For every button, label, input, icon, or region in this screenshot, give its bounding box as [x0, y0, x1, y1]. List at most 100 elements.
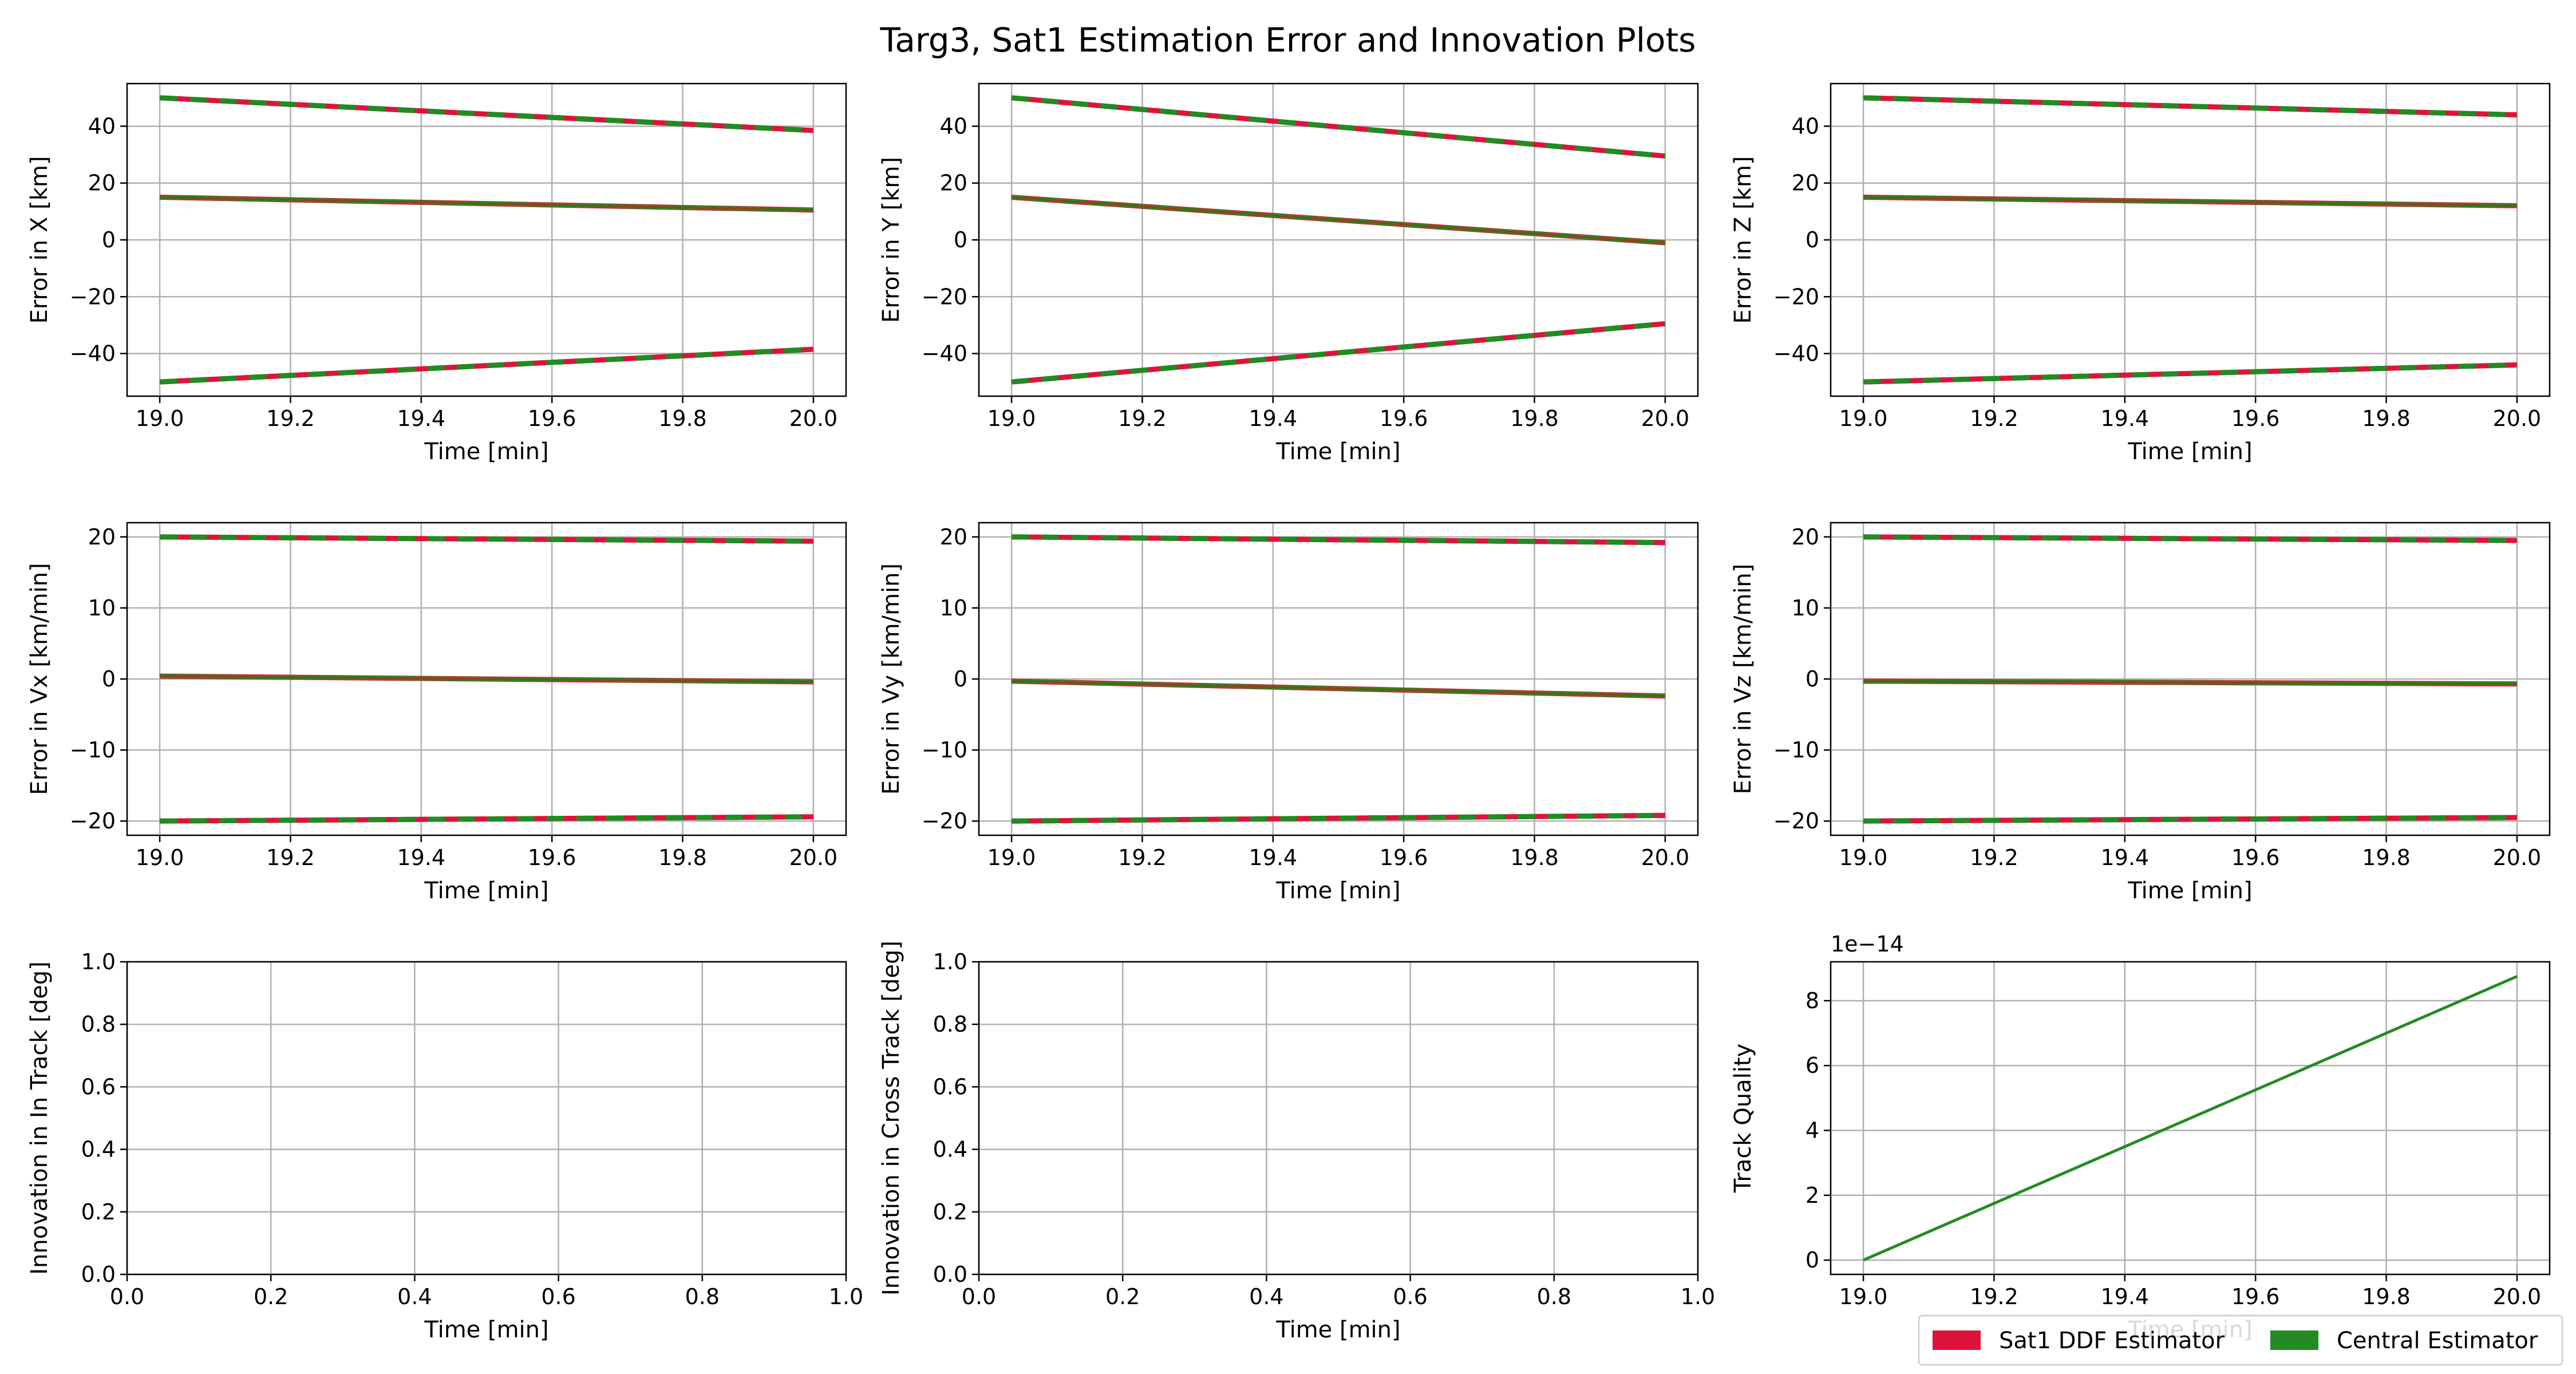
x-tick-label: 20.0 — [1641, 845, 1690, 870]
central-bound-upper — [1012, 534, 1665, 546]
axes-frame — [1830, 522, 2551, 836]
axes-frame — [978, 82, 1699, 397]
y-offset-label: 1e−14 — [1831, 931, 1904, 957]
y-axis-label: Error in X [km] — [26, 156, 53, 324]
central-bound-lower — [1863, 815, 2517, 824]
x-tick-label: 19.8 — [2362, 406, 2411, 431]
y-tick-label: 0.8 — [933, 1012, 967, 1037]
x-tick-label: 1.0 — [829, 1284, 863, 1309]
y-axis-label: Error in Y [km] — [878, 157, 904, 323]
plot-area — [160, 534, 813, 824]
x-tick-label: 19.0 — [987, 406, 1036, 431]
x-tick-label: 20.0 — [789, 406, 838, 431]
x-tick-label: 19.4 — [2101, 845, 2150, 870]
y-tick-label: 10 — [1792, 595, 1819, 621]
x-tick-label: 19.4 — [397, 845, 446, 870]
y-tick-label: 0 — [1805, 227, 1819, 252]
x-tick-label: 19.8 — [1510, 406, 1559, 431]
y-tick-label: 0 — [102, 666, 116, 692]
central-bound-lower — [1863, 362, 2518, 385]
y-tick-label: −10 — [1773, 737, 1819, 763]
y-tick-label: 4 — [1805, 1118, 1819, 1143]
central-bound-upper — [159, 95, 814, 133]
y-tick-label: 0 — [1805, 666, 1819, 692]
x-tick-label: 19.2 — [1970, 845, 2018, 870]
x-tick-label: 19.2 — [1118, 406, 1167, 431]
x-tick-label: 19.8 — [2362, 1284, 2411, 1309]
plot-area — [1011, 95, 1666, 385]
y-tick-label: 0.0 — [81, 1262, 116, 1287]
y-tick-label: −10 — [922, 737, 967, 763]
subplot-6: 19.0 19.2 19.4 19.6 19.8 20.0 −20 −10 0 10 20 Time … — [1730, 522, 2551, 904]
central-bound-lower — [160, 814, 813, 824]
y-tick-label: 0.8 — [81, 1012, 116, 1037]
legend-label: Sat1 DDF Estimator — [1999, 1328, 2225, 1354]
y-axis-label: Error in Vx [km/min] — [26, 563, 53, 795]
track-quality-line — [1863, 975, 2518, 1262]
legend: Sat1 DDF Estimator Central Estimator — [1918, 1314, 2563, 1366]
central-bound-upper — [1863, 95, 2518, 118]
central-bound-lower — [1012, 812, 1665, 824]
central-bound-lower — [1011, 321, 1666, 385]
x-tick-label: 0.6 — [1393, 1284, 1427, 1309]
x-axis-label: Time [min] — [424, 439, 548, 465]
x-tick-label: 19.6 — [2231, 1284, 2280, 1309]
y-tick-label: 20 — [1792, 171, 1819, 196]
y-axis-label: Error in Vy [km/min] — [878, 563, 904, 795]
error-line-core — [160, 196, 813, 211]
x-tick-label: 19.4 — [2101, 1284, 2150, 1309]
y-tick-label: 0.4 — [81, 1137, 116, 1162]
central-bound-upper — [1863, 534, 2517, 543]
subplot-2: 19.0 19.2 19.4 19.6 19.8 20.0 −40 −20 0 20 40 Time … — [878, 82, 1699, 465]
y-tick-label: −40 — [70, 341, 116, 366]
y-tick-label: 40 — [88, 113, 116, 139]
x-tick-label: 19.8 — [1510, 845, 1559, 870]
y-axis-label: Track Quality — [1730, 1044, 1756, 1193]
y-tick-label: −40 — [922, 341, 967, 366]
y-tick-label: 0 — [954, 227, 967, 252]
axes-frame — [978, 522, 1699, 836]
axes-frame — [126, 82, 847, 397]
legend-swatch — [1933, 1330, 1981, 1350]
axes-frame — [978, 961, 1699, 1276]
x-tick-label: 19.4 — [397, 406, 446, 431]
x-axis-label: Time [min] — [1275, 1317, 1400, 1343]
axes-frame — [126, 961, 847, 1276]
y-tick-label: −20 — [922, 808, 967, 834]
x-tick-label: 20.0 — [789, 845, 838, 870]
y-tick-label: −20 — [70, 284, 116, 309]
x-tick-label: 19.0 — [987, 845, 1036, 870]
x-tick-label: 19.6 — [1380, 845, 1428, 870]
x-tick-label: 20.0 — [2493, 1284, 2542, 1309]
x-axis-label: Time [min] — [424, 1317, 548, 1343]
plot-area — [1863, 95, 2518, 385]
subplot-4: 19.0 19.2 19.4 19.6 19.8 20.0 −20 −10 0 10 20 Time … — [26, 522, 847, 904]
y-tick-label: 40 — [1792, 113, 1819, 139]
y-tick-label: 2 — [1805, 1183, 1819, 1208]
x-tick-label: 19.0 — [1839, 1284, 1888, 1309]
y-tick-label: 40 — [940, 113, 967, 139]
x-tick-label: 19.4 — [1249, 406, 1298, 431]
y-tick-label: 0.2 — [933, 1199, 967, 1225]
central-bound-lower — [159, 346, 814, 385]
legend-swatch — [2270, 1330, 2318, 1350]
x-tick-label: 20.0 — [2493, 406, 2542, 431]
axes-frame — [126, 522, 847, 836]
y-tick-label: 10 — [940, 595, 967, 621]
subplot-1: 19.0 19.2 19.4 19.6 19.8 20.0 −40 −20 0 20 40 Time … — [26, 82, 847, 465]
x-tick-label: 19.8 — [658, 406, 707, 431]
x-tick-label: 0.8 — [685, 1284, 720, 1309]
y-tick-label: 1.0 — [933, 949, 967, 974]
y-tick-label: 20 — [1792, 524, 1819, 550]
x-tick-label: 19.0 — [136, 845, 184, 870]
x-tick-label: 0.2 — [1105, 1284, 1140, 1309]
x-tick-label: 0.8 — [1537, 1284, 1571, 1309]
error-line-core — [160, 675, 813, 683]
x-tick-label: 20.0 — [1641, 406, 1690, 431]
y-tick-label: 6 — [1805, 1053, 1819, 1078]
y-tick-label: 8 — [1805, 988, 1819, 1013]
y-tick-label: −10 — [70, 737, 116, 763]
y-tick-label: 0 — [1805, 1247, 1819, 1273]
x-tick-label: 1.0 — [1681, 1284, 1715, 1309]
y-tick-label: 0.2 — [81, 1199, 116, 1225]
